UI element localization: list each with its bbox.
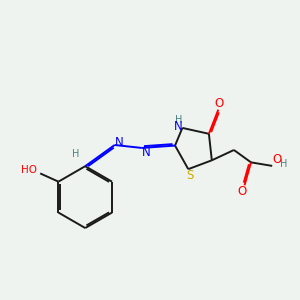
Text: H: H [280,159,287,170]
Text: H: H [175,115,182,125]
Text: N: N [142,146,150,159]
Text: N: N [114,136,123,149]
Text: S: S [186,169,194,182]
Text: O: O [214,97,224,110]
Text: N: N [174,120,182,133]
Text: H: H [72,149,80,159]
Text: HO: HO [21,166,37,176]
Text: O: O [272,153,281,166]
Text: O: O [237,185,246,198]
